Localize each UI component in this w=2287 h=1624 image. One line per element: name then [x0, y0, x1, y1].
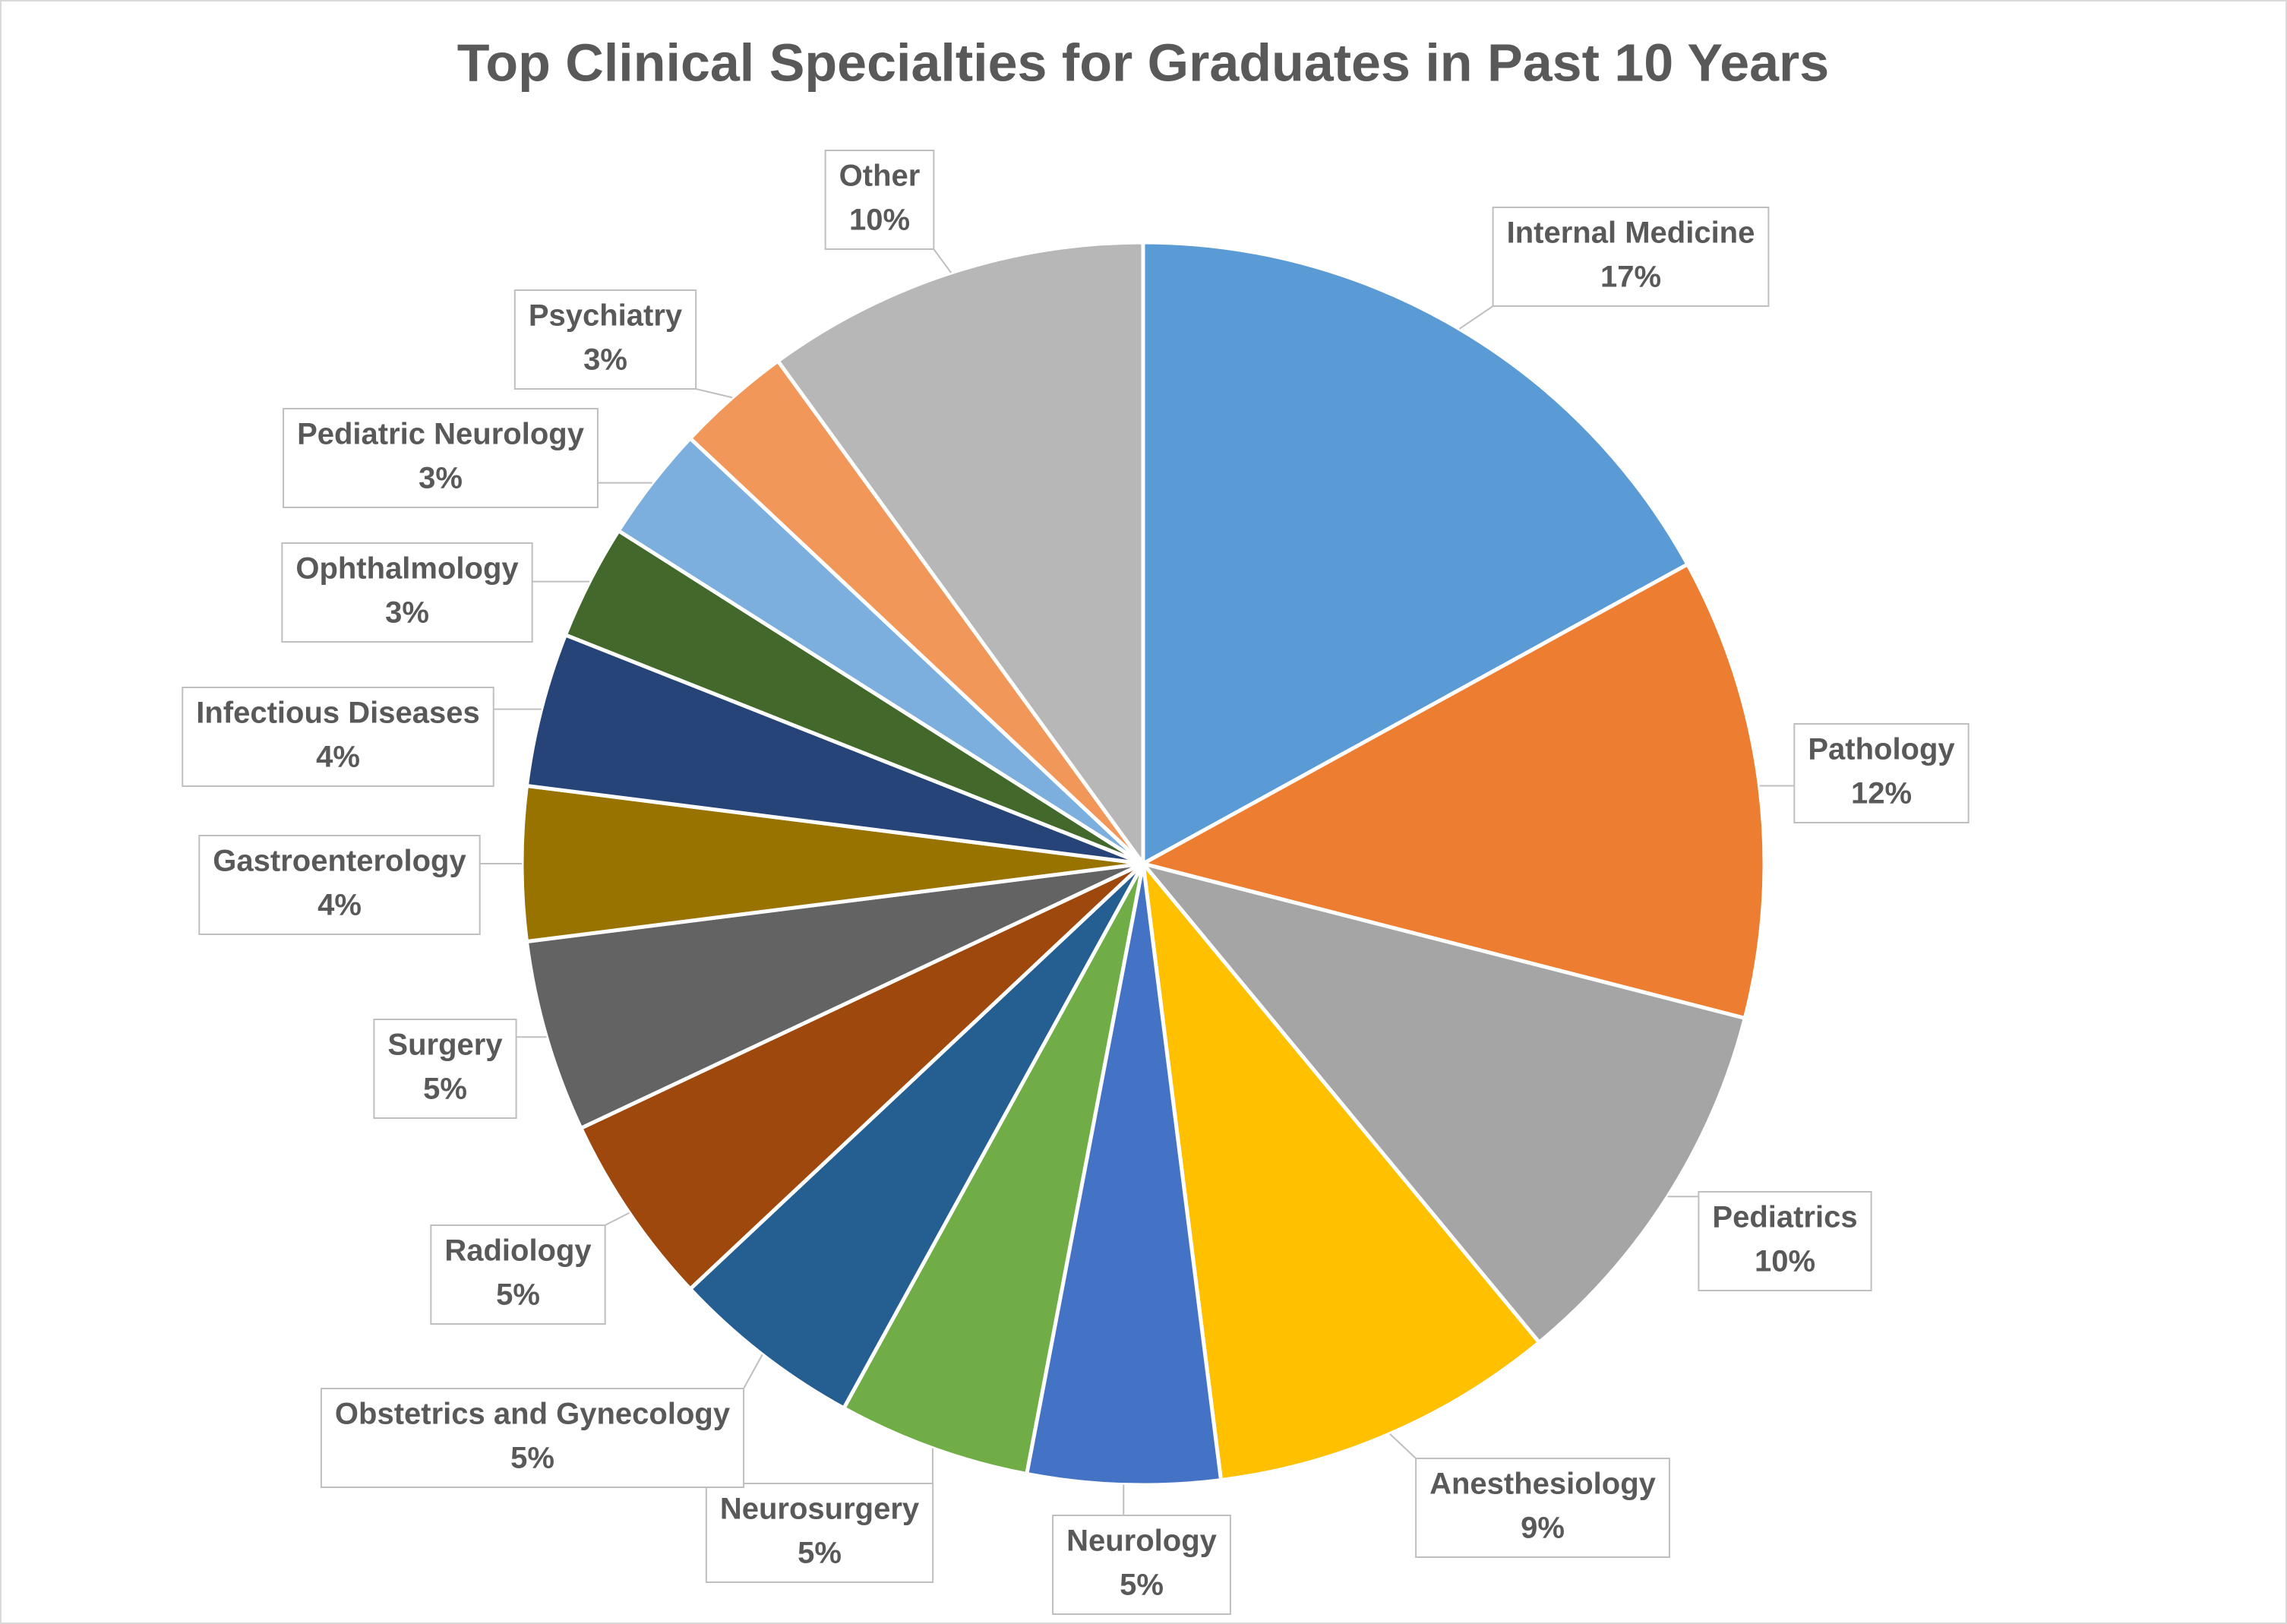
pie-slice [1138, 860, 1748, 1345]
leader-line [605, 1212, 630, 1226]
data-label: Pediatrics 10% [1698, 1191, 1872, 1291]
leader-line [1458, 305, 1494, 330]
label-category: Internal Medicine [1507, 216, 1755, 250]
label-box [283, 408, 599, 508]
data-label: Infectious Diseases 4% [182, 687, 494, 787]
label-category: Neurology [1066, 1524, 1218, 1558]
label-box [198, 835, 481, 935]
data-label: Anesthesiology 9% [1415, 1458, 1670, 1558]
label-box [182, 687, 494, 787]
label-value: 3% [419, 462, 463, 495]
pie-slice [524, 632, 1144, 866]
label-box [430, 1224, 606, 1325]
label-value: 4% [316, 741, 360, 774]
label-value: 5% [1120, 1569, 1164, 1602]
data-label: Internal Medicine 17% [1492, 207, 1770, 307]
data-label: Radiology 5% [430, 1224, 606, 1325]
label-value: 5% [510, 1442, 554, 1475]
data-label: Pathology 12% [1793, 723, 1970, 823]
chart-title: Top Clinical Specialties for Graduates i… [457, 33, 1829, 92]
data-label: Surgery 5% [373, 1019, 517, 1119]
label-category: Pathology [1808, 733, 1955, 766]
data-label: Obstetrics and Gynecology 5% [320, 1388, 745, 1488]
pie-slice [578, 861, 1145, 1292]
label-category: Pediatrics [1712, 1201, 1857, 1234]
label-box [373, 1019, 517, 1119]
data-label: Other 10% [824, 150, 935, 250]
leader-line [743, 1354, 763, 1389]
label-category: Surgery [387, 1028, 503, 1062]
label-category: Pediatric Neurology [297, 418, 585, 451]
label-value: 12% [1851, 777, 1912, 810]
label-value: 4% [317, 889, 362, 922]
label-category: Anesthesiology [1429, 1468, 1657, 1501]
pie-slice [841, 862, 1145, 1477]
label-box [513, 289, 697, 390]
label-box [824, 150, 935, 250]
label-category: Neurosurgery [720, 1493, 920, 1526]
pie-slice [1140, 857, 1542, 1483]
label-value: 17% [1600, 261, 1661, 294]
data-label: Ophthalmology 3% [281, 542, 533, 643]
label-category: Psychiatry [529, 299, 683, 333]
label-box [320, 1388, 745, 1488]
label-box [1052, 1515, 1231, 1615]
label-box [1415, 1458, 1670, 1558]
label-category: Radiology [444, 1234, 592, 1268]
label-box [705, 1483, 934, 1583]
pie-slice [1141, 240, 1691, 867]
pie-slice [1024, 863, 1224, 1487]
label-value: 5% [798, 1537, 842, 1570]
label-value: 3% [583, 343, 627, 377]
label-value: 10% [849, 204, 910, 237]
label-category: Other [839, 160, 921, 193]
leader-line [933, 248, 952, 273]
pie-slice [520, 783, 1144, 944]
label-category: Gastroenterology [213, 845, 466, 878]
label-value: 3% [385, 596, 429, 630]
data-label: Neurosurgery 5% [705, 1483, 934, 1583]
label-category: Ophthalmology [295, 552, 519, 586]
leader-line [1389, 1433, 1417, 1459]
label-value: 9% [1521, 1512, 1565, 1545]
label-box [281, 542, 533, 643]
label-value: 10% [1755, 1245, 1815, 1278]
label-category: Obstetrics and Gynecology [335, 1398, 731, 1431]
label-value: 5% [496, 1278, 540, 1312]
pie-slice [524, 861, 1145, 1131]
data-label: Pediatric Neurology 3% [283, 408, 599, 508]
pie [520, 240, 1767, 1487]
leader-line [695, 388, 733, 399]
label-value: 5% [423, 1073, 467, 1106]
label-box [1793, 723, 1970, 823]
label-box [1698, 1191, 1872, 1291]
pie-slice [687, 862, 1145, 1411]
data-label: Gastroenterology 4% [198, 835, 481, 935]
label-box [1492, 207, 1770, 307]
data-label: Neurology 5% [1052, 1515, 1231, 1615]
label-category: Infectious Diseases [196, 697, 480, 730]
data-labels: Internal Medicine 17% Pathology 12% Pediatri… [182, 150, 1970, 1615]
data-label: Psychiatry 3% [513, 289, 697, 390]
